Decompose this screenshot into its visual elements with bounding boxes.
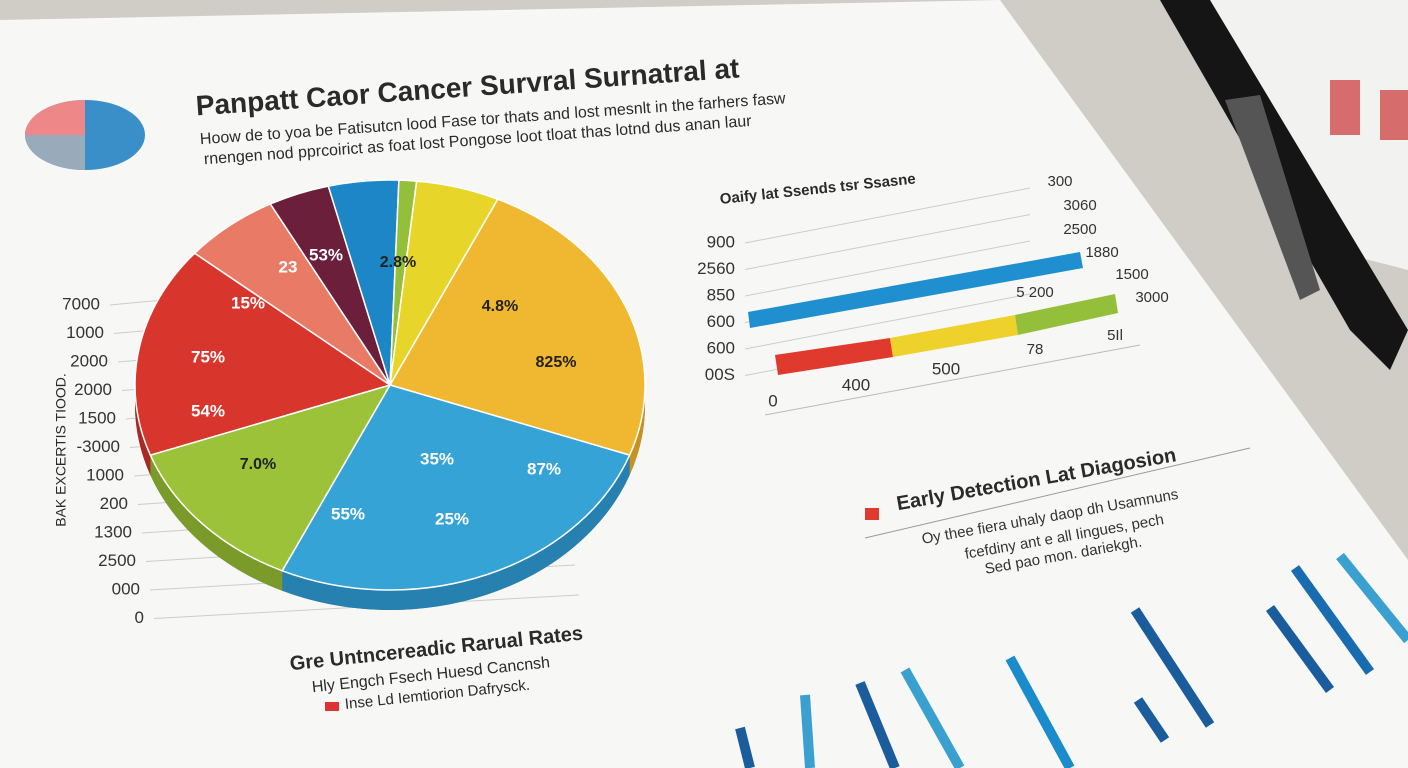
pie-label: 2.8% [380,254,416,271]
pie-label: 87% [527,459,561,478]
axis-label: -3000 [77,437,120,456]
axis-label: 2500 [98,551,136,570]
axis-label: 600 [707,338,735,357]
rule [864,447,1251,539]
bar-shape [890,315,1018,357]
axis-label: 0 [135,608,144,627]
axis-label: 1500 [78,408,116,427]
legend-swatch [325,702,339,711]
axis-label: 400 [842,375,870,394]
pie-slice [149,383,392,572]
logo-pie [25,135,85,170]
guide-line [744,240,1031,297]
pie-label: 25% [435,509,469,528]
pie-label: 4.8% [482,298,518,315]
axis-label: 0 [768,391,777,410]
legend-swatch [865,508,879,520]
bar-panel: 900 2560 850 600 600 00S 300 3060 2500 1880 1500 30… [697,173,1169,416]
guide-line [744,214,1031,270]
pie-label: 53% [309,245,343,264]
axis-label: 7000 [62,294,100,313]
axis-label: 2000 [70,351,108,370]
axis-label: 1000 [86,465,124,484]
axis-label: 5Il [1107,327,1123,344]
guide-line [764,344,1141,416]
pie-label: 54% [191,401,225,420]
axis-label: 200 [100,494,128,513]
axis-label: 2560 [697,259,735,278]
back-chart [1330,80,1360,135]
axis-label: 500 [932,359,960,378]
axis-label: 1500 [1115,266,1148,283]
pie-side [150,455,283,591]
pie-label: 35% [420,449,454,468]
pie-slice [193,203,391,386]
axis-label: 000 [112,579,140,598]
axis-label: 00S [705,365,735,384]
axis-label: 600 [707,312,735,331]
axis-label: 1300 [94,522,132,541]
pie-slice [388,198,646,457]
logo-pie [25,100,85,135]
back-chart [1380,90,1408,140]
axis-label: 3060 [1063,197,1096,214]
pie-slice [134,252,392,457]
pie-label: 825% [536,354,577,371]
pie-label: 55% [331,504,365,523]
bar-shape [1015,294,1118,335]
axis-title: BAK EXCERTIS TIOOD. [53,373,69,527]
pie-chart: 23 53% 2.8% 4.8% 825% 15% 75% 54% 7.0% 35% 87% 55% 2… [134,179,646,610]
pie-label: 15% [231,293,265,312]
pie-label: 23 [279,257,298,276]
pie-slice [281,384,631,591]
guide-line [744,187,1031,244]
pie-label: 75% [191,347,225,366]
axis-label: 1880 [1085,244,1118,261]
axis-label: 1000 [66,323,104,342]
bar-shape [775,338,893,375]
axis-label: 3000 [1135,289,1168,306]
axis-label: 900 [707,232,735,251]
pie-side [629,349,645,476]
pie-side [282,455,630,610]
axis-label: 2500 [1063,221,1096,238]
axis-label: 300 [1047,173,1072,190]
bottom-bars [735,552,1408,768]
axis-label: 78 [1027,341,1044,358]
axis-label: 2000 [74,380,112,399]
pie-label: 7.0% [240,456,276,473]
axis-label: 5 200 [1016,284,1054,301]
axis-label: 850 [707,285,735,304]
bar-shape [748,252,1083,328]
pie-side [135,385,151,476]
guide-line [744,293,1031,350]
pen-clip [1225,95,1320,300]
